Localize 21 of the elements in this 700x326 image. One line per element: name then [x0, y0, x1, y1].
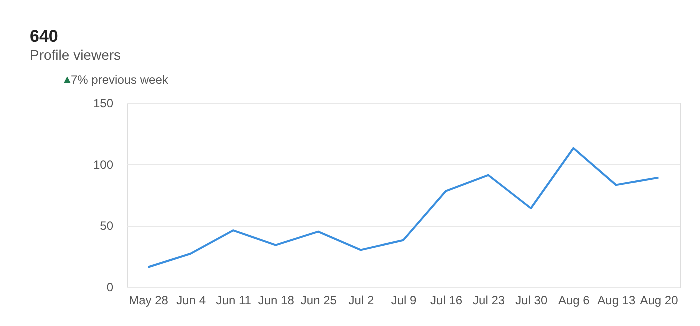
x-tick-label: Jun 25 — [300, 294, 338, 308]
text: ▲7% previous week — [62, 73, 170, 87]
chart-subtitle: Profile viewers — [30, 47, 122, 63]
y-tick-label: 150 — [93, 96, 114, 110]
y-tick-label: 100 — [93, 158, 114, 172]
x-tick-label: Jun 11 — [216, 294, 252, 308]
line-series — [147, 147, 660, 268]
y-tick-label: 0 — [106, 280, 114, 294]
x-tick-label: Aug 6 — [558, 294, 590, 308]
x-tick-label: Jun 4 — [176, 294, 206, 308]
x-tick-label: Jun 18 — [258, 294, 295, 308]
y-tick-label: 50 — [100, 219, 114, 234]
x-tick-label: Aug 20 — [640, 294, 679, 308]
x-tick-label: Jul 23 — [473, 294, 506, 308]
x-tick-label: May 28 — [129, 294, 169, 308]
x-tick-label: Jul 9 — [391, 294, 417, 308]
chart-title: 640 — [30, 27, 58, 46]
x-tick-label: Jul 2 — [348, 294, 374, 308]
x-tick-label: Jul 16 — [430, 294, 463, 308]
x-tick-label: Aug 13 — [598, 294, 636, 308]
x-tick-label: Jul 30 — [516, 294, 548, 308]
